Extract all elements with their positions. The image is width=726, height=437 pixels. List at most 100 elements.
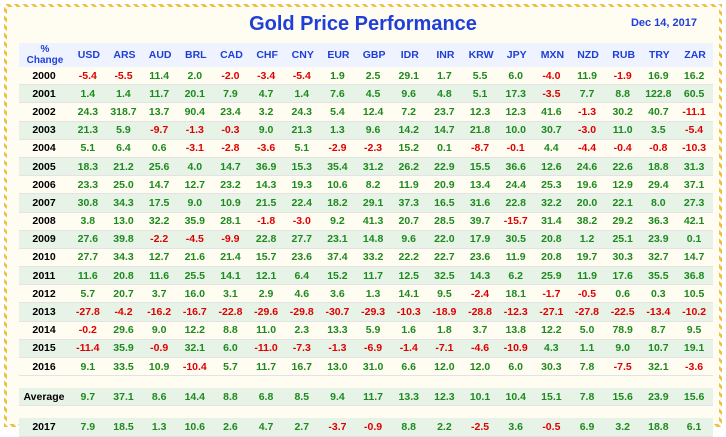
value-cell: 21.3 [284, 121, 321, 140]
value-cell: -27.8 [570, 303, 606, 322]
value-cell: 4.5 [356, 85, 392, 104]
value-cell: 33.2 [356, 249, 392, 268]
value-cell: 17.5 [142, 194, 178, 213]
value-cell: 24.6 [570, 157, 606, 177]
value-cell: 12.3 [427, 388, 464, 407]
value-cell: -0.5 [534, 418, 571, 437]
value-cell: 5.1 [463, 85, 499, 104]
value-cell: 20.0 [570, 194, 606, 213]
value-cell: 8.8 [213, 388, 250, 407]
value-cell: -1.3 [320, 339, 357, 358]
value-cell: 15.7 [249, 249, 285, 268]
value-cell: 5.5 [463, 67, 499, 86]
value-cell: 12.2 [177, 322, 214, 340]
value-cell: 4.4 [534, 140, 571, 158]
value-cell: 5.9 [356, 322, 392, 340]
year-cell: 2001 [19, 85, 71, 104]
value-cell: 12.5 [391, 267, 428, 286]
value-cell: 11.6 [71, 267, 107, 286]
value-cell: 7.9 [71, 418, 107, 437]
value-cell: 10.6 [177, 418, 214, 437]
value-cell: 3.1 [213, 285, 250, 304]
value-cell: 23.6 [284, 249, 321, 268]
value-cell: 31.3 [677, 157, 713, 177]
value-cell: 20.1 [177, 85, 214, 104]
value-cell: 11.7 [249, 358, 285, 377]
table-row: 2005 18.3 21.2 25.6 4.0 14.7 36.9 15.3 35.4 31.2 2… [19, 157, 713, 177]
value-cell: 31.2 [356, 157, 392, 177]
value-cell: 18.3 [71, 157, 107, 177]
value-cell: 29.2 [605, 213, 642, 231]
average-row: Average 9.7 37.1 8.6 14.4 8.8 6.8 8.5 9.4 11.7 13.… [19, 388, 713, 407]
value-cell: 9.0 [177, 194, 214, 213]
currency-header-aud: AUD [142, 43, 178, 67]
value-cell: 34.3 [106, 194, 143, 213]
value-cell: 0.6 [142, 140, 178, 158]
value-cell: -27.8 [71, 303, 107, 322]
value-cell: 30.7 [534, 121, 571, 140]
value-cell: -1.3 [177, 121, 214, 140]
value-cell: 318.7 [106, 103, 143, 122]
value-cell: 15.6 [605, 388, 642, 407]
value-cell: 28.1 [213, 213, 250, 231]
value-cell: 21.2 [106, 157, 143, 177]
value-cell: 3.7 [463, 322, 499, 340]
value-cell: -11.1 [677, 103, 713, 122]
currency-header-chf: CHF [249, 43, 285, 67]
value-cell: -1.4 [391, 339, 428, 358]
value-cell: 5.4 [320, 103, 357, 122]
value-cell: 12.7 [177, 176, 214, 195]
value-cell: -4.0 [534, 67, 571, 86]
value-cell: 32.1 [177, 339, 214, 358]
value-cell: 25.9 [534, 267, 571, 286]
value-cell: 1.6 [391, 322, 428, 340]
value-cell: 10.5 [677, 285, 713, 304]
table-row: 2011 11.6 20.8 11.6 25.5 14.1 12.1 6.4 15.2 11.7 1… [19, 267, 713, 286]
value-cell: 11.9 [498, 249, 535, 268]
value-cell: -8.7 [463, 140, 499, 158]
value-cell: 4.3 [534, 339, 571, 358]
corner-label-line1: % [40, 44, 50, 55]
value-cell: 36.8 [677, 267, 713, 286]
spacer-cell [19, 376, 713, 388]
value-cell: 16.2 [677, 67, 713, 86]
value-cell: 0.1 [677, 230, 713, 249]
value-cell: 22.6 [605, 157, 642, 177]
table-row: 2001 1.4 1.4 11.7 20.1 7.9 4.7 1.4 7.6 4.5 9.6 4.8 5… [19, 85, 713, 104]
value-cell: 24.3 [71, 103, 107, 122]
value-cell: 14.8 [356, 230, 392, 249]
value-cell: -10.3 [677, 140, 713, 158]
value-cell: 78.9 [605, 322, 642, 340]
value-cell: -27.1 [534, 303, 571, 322]
value-cell: 32.5 [427, 267, 464, 286]
page-title: Gold Price Performance [249, 13, 477, 35]
spacer-row [19, 406, 713, 418]
value-cell: 2.0 [177, 67, 214, 86]
value-cell: 6.9 [570, 418, 606, 437]
currency-header-ars: ARS [106, 43, 143, 67]
value-cell: -1.9 [605, 67, 642, 86]
value-cell: 1.1 [570, 339, 606, 358]
value-cell: -1.8 [249, 213, 285, 231]
value-cell: 1.4 [71, 85, 107, 104]
value-cell: 30.8 [71, 194, 107, 213]
value-cell: 6.6 [391, 358, 428, 377]
value-cell: 2.9 [249, 285, 285, 304]
value-cell: -3.7 [320, 418, 357, 437]
value-cell: -29.6 [249, 303, 285, 322]
value-cell: 27.6 [71, 230, 107, 249]
value-cell: 22.1 [605, 194, 642, 213]
value-cell: 15.5 [463, 157, 499, 177]
value-cell: -29.8 [284, 303, 321, 322]
value-cell: -7.5 [605, 358, 642, 377]
value-cell: 23.9 [641, 230, 678, 249]
table-row: 2008 3.8 13.0 32.2 35.9 28.1 -1.8 -3.0 9.2 41.3 20… [19, 213, 713, 231]
value-cell: -0.3 [213, 121, 250, 140]
year-cell: 2004 [19, 140, 71, 158]
value-cell: 17.3 [498, 85, 535, 104]
currency-header-mxn: MXN [534, 43, 571, 67]
value-cell: 1.7 [427, 67, 464, 86]
value-cell: -28.8 [463, 303, 499, 322]
value-cell: -3.6 [249, 140, 285, 158]
value-cell: 1.3 [356, 285, 392, 304]
